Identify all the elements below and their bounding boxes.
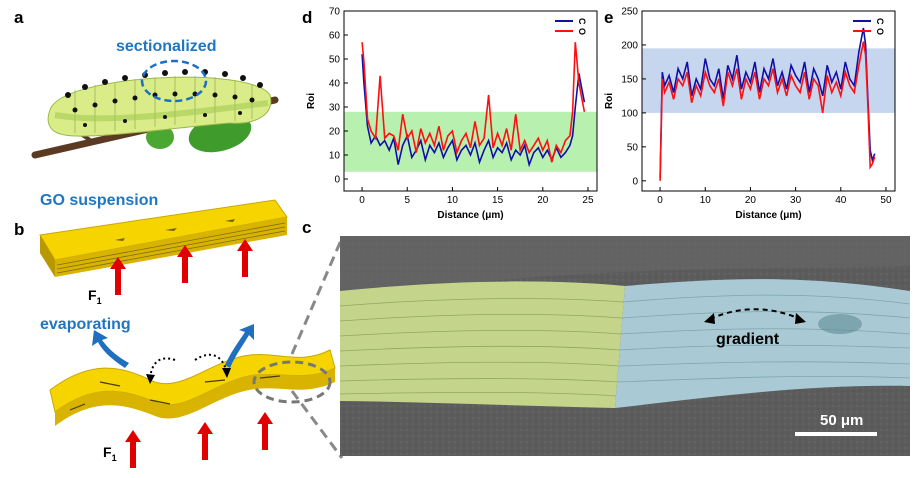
y-tick-label: 0	[334, 175, 340, 186]
y-tick-label: 20	[329, 127, 341, 138]
y-tick-label: 0	[632, 176, 638, 187]
zoom-guide-lines	[290, 237, 344, 459]
x-tick-label: 10	[700, 195, 712, 206]
x-tick-label: 50	[880, 195, 892, 206]
force-arrows-top	[110, 239, 253, 295]
x-tick-label: 25	[582, 195, 594, 206]
y-tick-label: 40	[329, 79, 341, 90]
panel-d-letter: d	[302, 8, 313, 27]
y-tick-label: 50	[329, 55, 341, 66]
y-tick-label: 150	[621, 74, 638, 85]
sectionalized-label: sectionalized	[116, 38, 217, 55]
series-line-o	[361, 42, 586, 163]
y-tick-label: 70	[329, 7, 341, 18]
series-line-c	[659, 27, 876, 178]
legend-label-o: O	[577, 28, 587, 35]
x-tick-label: 0	[359, 195, 365, 206]
gradient-arrow	[709, 308, 801, 320]
force-label-bottom: F1	[103, 444, 117, 463]
x-tick-label: 30	[790, 195, 802, 206]
x-axis-label: Distance (μm)	[735, 210, 801, 221]
panel-b-letter: b	[14, 220, 25, 239]
go-suspension-film	[39, 199, 288, 295]
y-tick-label: 50	[627, 142, 639, 153]
panel-c-letter: c	[302, 218, 312, 237]
y-tick-label: 10	[329, 151, 341, 162]
force-label-top: F1	[88, 287, 102, 306]
panel-a-letter: a	[14, 8, 24, 27]
y-tick-label: 30	[329, 103, 341, 114]
y-tick-label: 60	[329, 31, 341, 42]
y-tick-label: 100	[621, 108, 638, 119]
gradient-label: gradient	[716, 331, 780, 348]
caterpillar-illustration	[31, 59, 279, 159]
series-line-o	[659, 41, 876, 181]
plot-frame	[343, 10, 598, 192]
highlight-band	[344, 111, 597, 172]
section-highlight-ellipse	[140, 59, 208, 103]
x-tick-label: 20	[745, 195, 757, 206]
y-axis-label: Roi	[306, 93, 317, 109]
chart-d: 0 5 10 15 20 25 0 10 20 30 40 50 60 70 Distance (μm) Ro…	[306, 7, 598, 221]
y-tick-label: 200	[621, 40, 638, 51]
y-axis-label: Roi	[604, 93, 615, 109]
x-axis-label: Distance (μm)	[437, 210, 503, 221]
x-tick-label: 10	[447, 195, 459, 206]
evaporating-film	[49, 324, 336, 468]
evaporating-label: evaporating	[40, 316, 131, 333]
x-tick-label: 20	[537, 195, 549, 206]
zoom-ellipse	[252, 360, 332, 404]
legend-label-c: C	[577, 18, 587, 25]
scale-bar	[795, 432, 877, 436]
x-tick-label: 40	[835, 195, 847, 206]
go-suspension-label: GO suspension	[40, 192, 159, 209]
panel-e-letter: e	[604, 8, 614, 27]
y-tick-label: 250	[621, 7, 638, 18]
x-tick-label: 0	[657, 195, 663, 206]
x-tick-label: 15	[492, 195, 504, 206]
evaporation-arrows	[92, 324, 254, 368]
legend-label-o: O	[875, 28, 885, 35]
legend-label-c: C	[875, 18, 885, 25]
sem-image	[340, 236, 910, 456]
x-tick-label: 5	[404, 195, 410, 206]
chart-e: 0 10 20 30 40 50 0 50 100 150 200 250 Distance (μm) R…	[604, 7, 896, 221]
force-arrows-bottom	[125, 412, 273, 468]
plot-frame	[641, 10, 896, 192]
scale-bar-label: 50 μm	[820, 412, 864, 429]
